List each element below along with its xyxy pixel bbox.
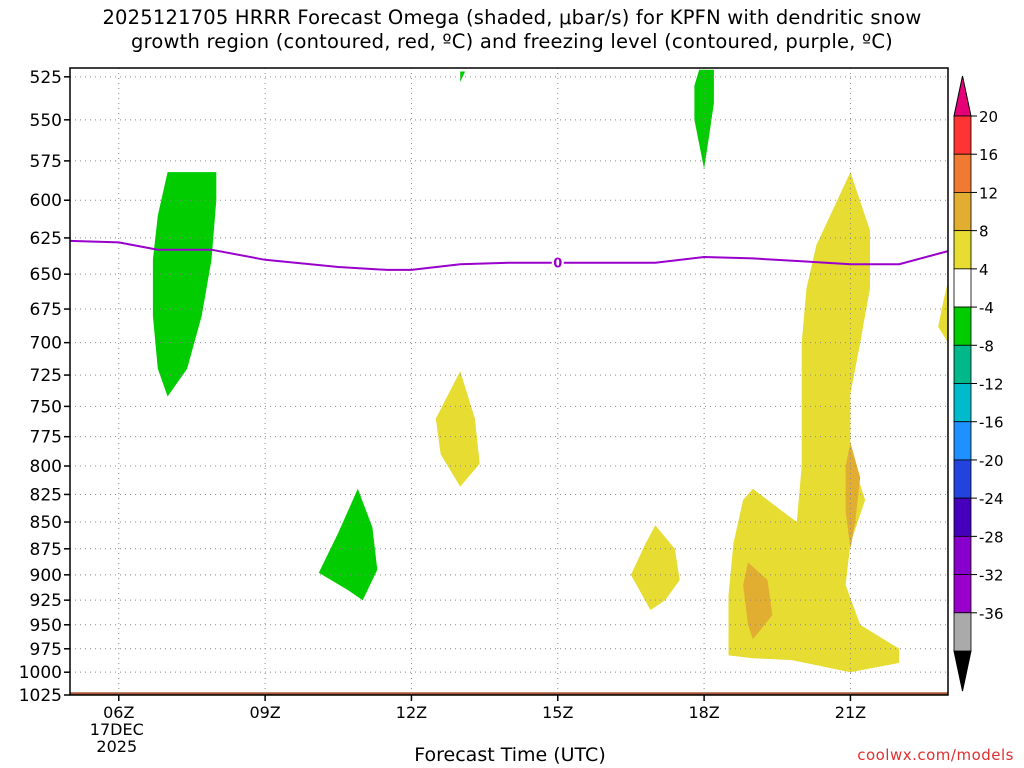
- x-axis-title: Forecast Time (UTC): [414, 744, 606, 766]
- x-tick-sublabel-2025: 2025: [96, 737, 137, 756]
- y-tick-label-575: 575: [30, 152, 62, 172]
- terrain-strip: [70, 692, 948, 695]
- colorbar-bin--12: [953, 383, 972, 423]
- y-tick-label-775: 775: [30, 428, 62, 448]
- y-tick-label-875: 875: [30, 540, 62, 560]
- y-tick-label-625: 625: [30, 229, 62, 249]
- chart-title: 2025121705 HRRR Forecast Omega (shaded, …: [0, 6, 1024, 54]
- x-tick-label-21Z: 21Z: [835, 703, 866, 722]
- x-tick-label-12Z: 12Z: [396, 703, 427, 722]
- y-tick-label-900: 900: [30, 566, 62, 586]
- colorbar-bottom-triangle: [953, 650, 972, 692]
- y-tick-label-675: 675: [30, 300, 62, 320]
- omega-region-3: [460, 71, 466, 83]
- colorbar-bin--32: [953, 574, 972, 614]
- colorbar-bin--16: [953, 421, 972, 461]
- colorbar-top-triangle: [953, 75, 972, 117]
- omega-region-2: [694, 69, 714, 169]
- omega-region-6: [728, 172, 900, 673]
- colorbar-bin--28: [953, 535, 972, 575]
- colorbar-label-4: 4: [979, 261, 989, 279]
- freezing-level-line: [69, 239, 949, 271]
- y-tick-label-800: 800: [30, 457, 62, 477]
- y-tick-label-725: 725: [30, 366, 62, 386]
- x-tick-sublabel-17DEC: 17DEC: [90, 720, 144, 739]
- omega-region-7: [938, 281, 948, 343]
- y-tick-label-950: 950: [30, 616, 62, 636]
- colorbar-label-16: 16: [979, 146, 998, 164]
- colorbar-label--16: -16: [979, 414, 1004, 432]
- colorbar-bin--36: [953, 612, 972, 652]
- y-tick-label-825: 825: [30, 485, 62, 505]
- omega-region-8: [743, 562, 773, 640]
- colorbar-label--12: -12: [979, 376, 1004, 394]
- y-tick-label-650: 650: [30, 265, 62, 285]
- omega-region-5: [630, 525, 680, 611]
- colorbar-label--20: -20: [979, 452, 1004, 470]
- omega-region-9: [845, 442, 861, 549]
- omega-region-4: [435, 371, 480, 487]
- x-tick-label-15Z: 15Z: [542, 703, 573, 722]
- colorbar-label--32: -32: [979, 567, 1004, 585]
- y-tick-label-1025: 1025: [19, 686, 62, 706]
- y-tick-label-975: 975: [30, 640, 62, 660]
- colorbar-label-12: 12: [979, 184, 998, 202]
- colorbar-bin-16: [953, 153, 972, 193]
- chart-title-line-2: growth region (contoured, red, ºC) and f…: [131, 30, 893, 53]
- y-tick-label-525: 525: [30, 68, 62, 88]
- y-tick-label-550: 550: [30, 111, 62, 131]
- colorbar-bin--8: [953, 344, 972, 384]
- colorbar-bin--20: [953, 459, 972, 499]
- freezing-level-label-bg: [551, 254, 564, 271]
- colorbar-label--28: -28: [979, 528, 1004, 546]
- colorbar-bin-20: [953, 115, 972, 155]
- colorbar-bin--4: [953, 306, 972, 346]
- y-tick-label-700: 700: [30, 334, 62, 354]
- y-tick-label-925: 925: [30, 591, 62, 611]
- omega-region-1: [318, 488, 378, 601]
- colorbar-label--4: -4: [979, 299, 994, 317]
- colorbar-label--8: -8: [979, 337, 994, 355]
- y-tick-label-1000: 1000: [19, 663, 62, 683]
- y-tick-label-600: 600: [30, 191, 62, 211]
- colorbar-bin-4: [953, 268, 972, 308]
- omega-region-0: [152, 172, 217, 397]
- plot-frame: [69, 67, 949, 696]
- colorbar-label-20: 20: [979, 108, 998, 126]
- x-tick-label-09Z: 09Z: [249, 703, 280, 722]
- credit-text: coolwx.com/models: [857, 746, 1014, 764]
- colorbar-label--24: -24: [979, 490, 1004, 508]
- chart-title-line-1: 2025121705 HRRR Forecast Omega (shaded, …: [102, 6, 922, 29]
- colorbar-label--36: -36: [979, 605, 1004, 623]
- colorbar-label-8: 8: [979, 223, 989, 241]
- colorbar-bin-8: [953, 230, 972, 270]
- x-tick-label-06Z: 06Z: [103, 703, 134, 722]
- colorbar-bin-12: [953, 192, 972, 232]
- y-tick-label-850: 850: [30, 513, 62, 533]
- y-tick-label-750: 750: [30, 397, 62, 417]
- x-tick-label-18Z: 18Z: [688, 703, 719, 722]
- freezing-level-label: 0: [553, 257, 562, 272]
- colorbar-bin--24: [953, 497, 972, 537]
